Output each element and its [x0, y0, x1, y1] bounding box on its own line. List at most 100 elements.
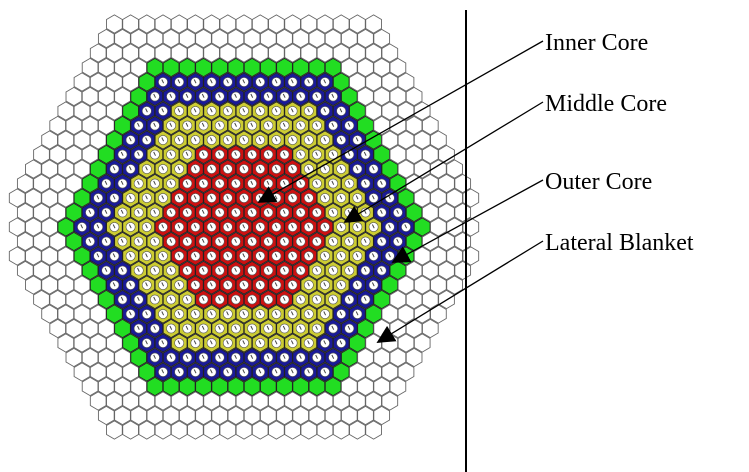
assembly-outer	[332, 304, 350, 324]
assembly-inner	[300, 217, 318, 237]
assembly-inner	[203, 188, 220, 208]
assembly-inner	[203, 246, 220, 266]
assembly-reflector	[284, 43, 301, 63]
assembly-middle	[251, 333, 269, 353]
assembly-reflector	[122, 362, 139, 382]
assembly-middle	[154, 130, 172, 150]
assembly-outer	[114, 144, 131, 165]
assembly-outer	[195, 86, 212, 107]
assembly-reflector	[397, 159, 415, 179]
assembly-blanket	[130, 347, 148, 368]
assembly-inner	[243, 144, 261, 165]
assembly-reflector	[49, 115, 67, 136]
assembly-reflector	[170, 14, 188, 34]
assembly-inner	[211, 289, 229, 310]
assembly-reflector	[89, 362, 107, 382]
assembly-reflector	[41, 130, 58, 150]
assembly-outer	[284, 72, 301, 92]
assembly-middle	[187, 101, 204, 121]
assembly-inner	[219, 217, 237, 237]
assembly-reflector	[138, 391, 156, 411]
assembly-reflector	[324, 405, 342, 426]
assembly-reflector	[81, 376, 99, 397]
assembly-reflector	[316, 14, 334, 34]
assembly-outer	[365, 159, 382, 179]
assembly-outer	[349, 159, 366, 179]
assembly-reflector	[235, 391, 253, 411]
assembly-middle	[162, 173, 180, 194]
assembly-outer	[219, 72, 237, 92]
assembly-blanket	[381, 159, 399, 179]
assembly-reflector	[365, 101, 382, 121]
assembly-middle	[251, 304, 269, 324]
assembly-outer	[187, 362, 204, 382]
assembly-middle	[227, 115, 245, 136]
assembly-outer	[268, 72, 285, 92]
assembly-reflector	[405, 289, 423, 310]
assembly-inner	[195, 202, 212, 223]
assembly-inner	[178, 231, 196, 252]
assembly-blanket	[349, 101, 366, 121]
assembly-outer	[154, 72, 172, 92]
assembly-middle	[251, 101, 269, 121]
assembly-reflector	[219, 43, 237, 63]
assembly-middle	[349, 188, 366, 208]
assembly-middle	[308, 144, 326, 165]
assembly-outer	[89, 188, 107, 208]
assembly-reflector	[413, 333, 431, 353]
assembly-middle	[340, 231, 358, 252]
assembly-reflector	[41, 159, 58, 179]
assembly-inner	[292, 260, 310, 281]
assembly-reflector	[284, 391, 301, 411]
assembly-blanket	[97, 144, 115, 165]
assembly-reflector	[65, 318, 83, 339]
assembly-middle	[292, 318, 310, 339]
assembly-reflector	[421, 115, 439, 136]
assembly-reflector	[349, 43, 366, 63]
assembly-middle	[114, 231, 131, 252]
assembly-reflector	[316, 420, 334, 440]
assembly-inner	[227, 202, 245, 223]
assembly-reflector	[381, 72, 399, 92]
assembly-middle	[300, 101, 318, 121]
assembly-blanket	[162, 376, 180, 397]
assembly-reflector	[211, 28, 229, 49]
assembly-middle	[316, 159, 334, 179]
assembly-reflector	[154, 420, 172, 440]
assembly-reflector	[389, 57, 407, 78]
assembly-reflector	[259, 405, 277, 426]
assembly-middle	[324, 202, 342, 223]
assembly-reflector	[340, 57, 358, 78]
assembly-reflector	[381, 130, 399, 150]
assembly-middle	[251, 130, 269, 150]
assembly-reflector	[106, 14, 123, 34]
assembly-reflector	[25, 246, 42, 266]
assembly-outer	[154, 101, 172, 121]
assembly-outer	[324, 318, 342, 339]
assembly-middle	[276, 318, 293, 339]
assembly-reflector	[454, 173, 472, 194]
assembly-reflector	[138, 420, 156, 440]
assembly-reflector	[365, 333, 382, 353]
assembly-inner	[251, 275, 269, 295]
assembly-reflector	[381, 43, 399, 63]
assembly-reflector	[235, 420, 253, 440]
assembly-middle	[308, 173, 326, 194]
assembly-outer	[389, 202, 407, 223]
assembly-reflector	[292, 28, 310, 49]
assembly-reflector	[65, 173, 83, 194]
assembly-inner	[243, 231, 261, 252]
assembly-reflector	[300, 420, 318, 440]
assembly-reflector	[349, 362, 366, 382]
assembly-inner	[235, 217, 253, 237]
assembly-blanket	[259, 376, 277, 397]
assembly-middle	[332, 275, 350, 295]
assembly-inner	[276, 260, 293, 281]
assembly-reflector	[446, 188, 463, 208]
assembly-inner	[243, 289, 261, 310]
assembly-middle	[300, 304, 318, 324]
assembly-reflector	[33, 260, 50, 281]
assembly-blanket	[308, 376, 326, 397]
assembly-blanket	[357, 115, 374, 136]
assembly-inner	[235, 159, 253, 179]
